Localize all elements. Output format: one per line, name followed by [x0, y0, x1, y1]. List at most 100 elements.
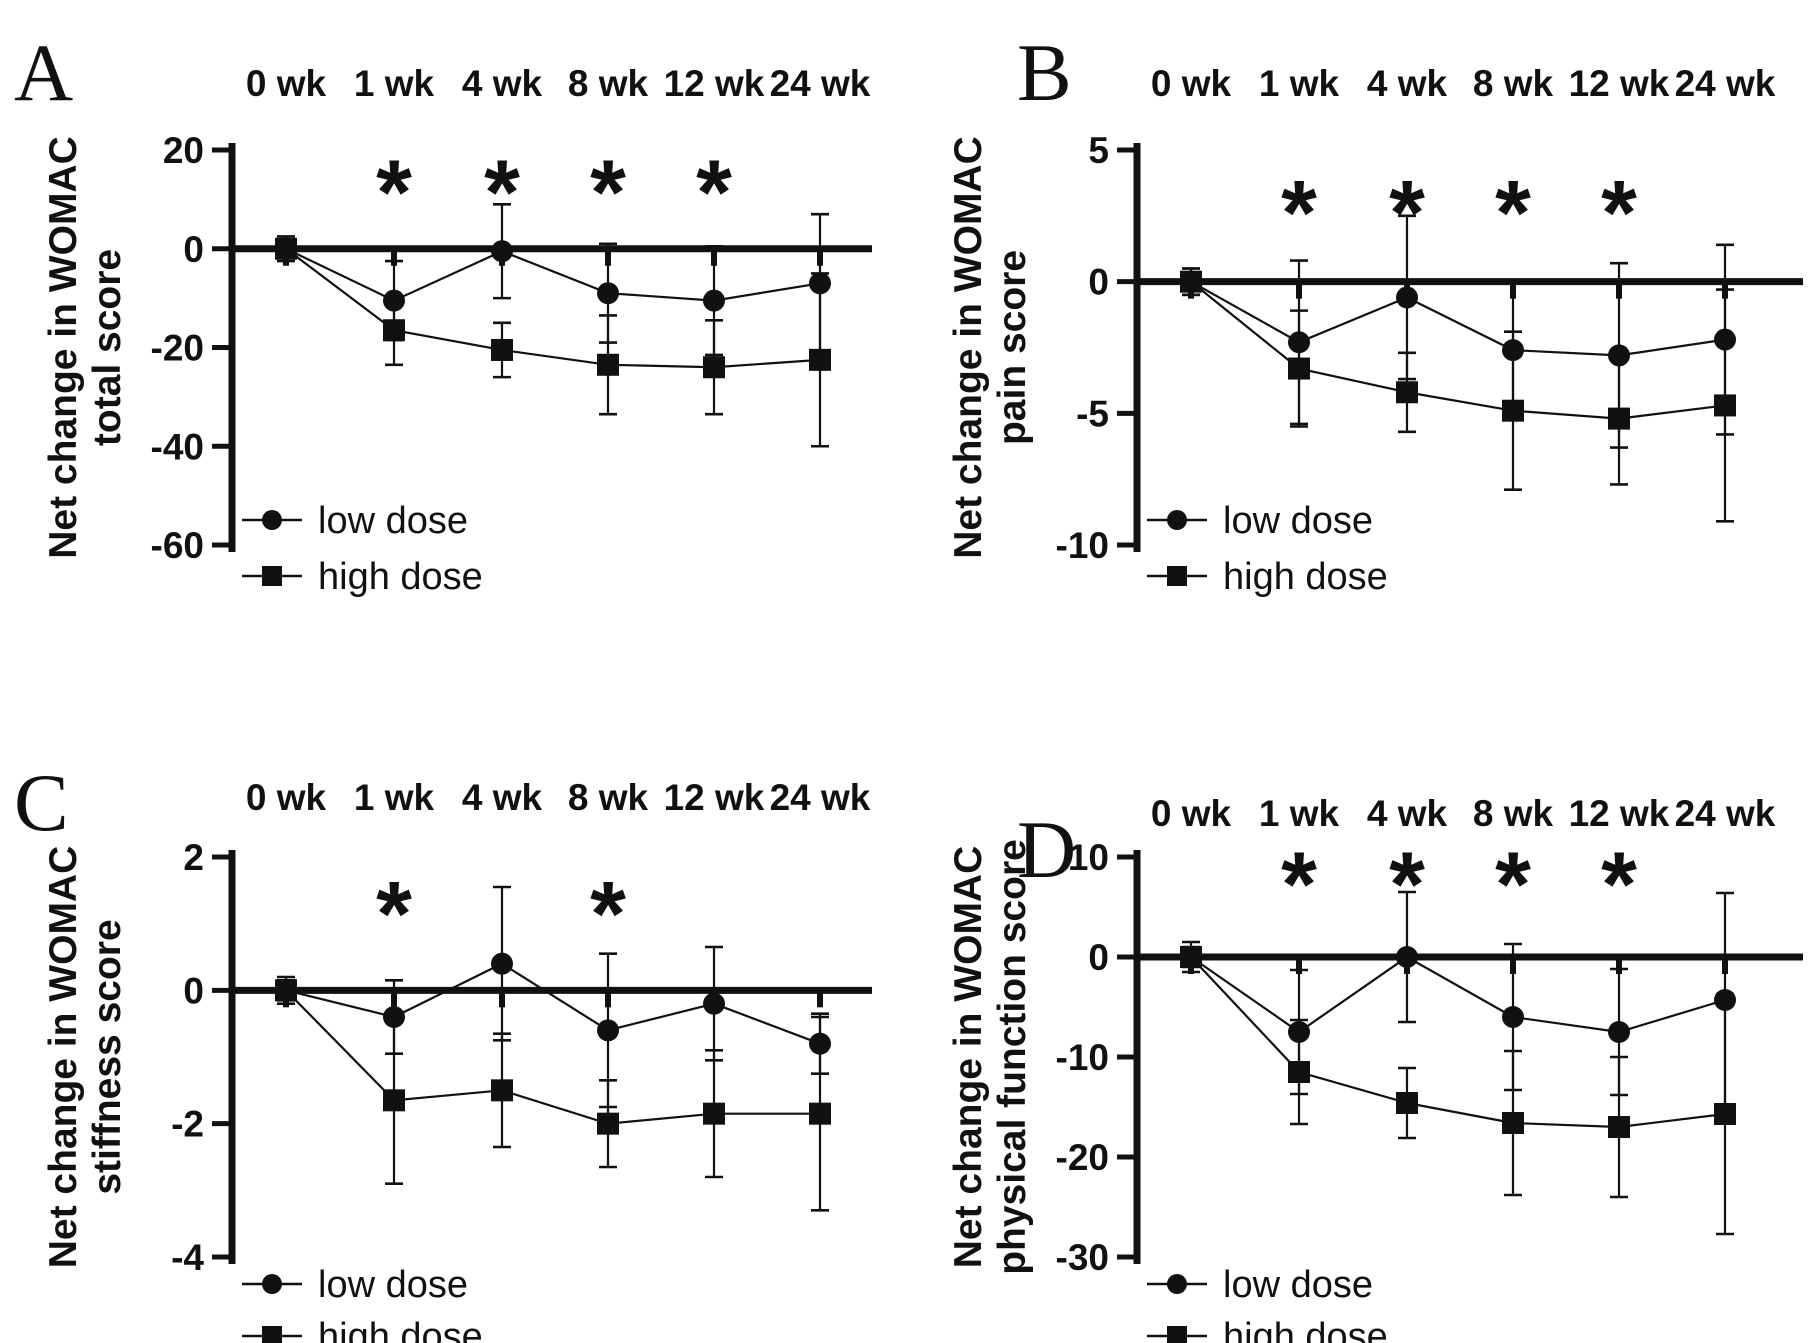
y-tick-label: -40 — [151, 426, 204, 467]
legend-label: high dose — [1223, 1316, 1388, 1343]
y-axis-title-line: total score — [86, 249, 129, 446]
week-label: 0 wk — [246, 63, 327, 104]
series-low-dose — [1180, 214, 1736, 449]
y-tick-label: 10 — [1068, 837, 1109, 878]
panel-C-stiffness-chart: C 0 wk 1 wk 4 wk 8 wk 12 wk 24 wk 2 0 -2 -4 Net cha… — [0, 672, 905, 1343]
y-tick-label: -20 — [1056, 1137, 1109, 1178]
week-label: 1 wk — [354, 777, 435, 818]
legend-item-low-dose: low dose — [1147, 500, 1373, 542]
y-axis-title: Net change in WOMAC total score — [42, 136, 129, 559]
y-tick-label: -5 — [1076, 393, 1109, 434]
legend-circle-marker — [1167, 1274, 1187, 1294]
square-marker — [1396, 1092, 1418, 1114]
week-label: 1 wk — [1259, 63, 1340, 104]
square-marker — [1608, 407, 1630, 430]
series-line — [1190, 956, 1726, 1129]
panel-letter: D — [1017, 804, 1076, 895]
circle-marker — [491, 952, 513, 975]
legend-item-high-dose: high dose — [1147, 1316, 1388, 1343]
circle-marker — [703, 992, 725, 1015]
circle-marker — [1502, 1006, 1524, 1028]
legend-item-high-dose: high dose — [1147, 556, 1388, 598]
legend-label: high dose — [318, 556, 483, 598]
legend: low dose high dose — [242, 500, 483, 598]
week-label-row: 0 wk 1 wk 4 wk 8 wk 12 wk 24 wk — [246, 63, 871, 104]
significance-asterisk: * — [376, 864, 412, 966]
week-label: 8 wk — [568, 777, 649, 818]
panel-letter: C — [14, 757, 69, 848]
y-tick-label: 2 — [183, 837, 204, 878]
significance-asterisk: * — [1389, 834, 1425, 936]
legend-circle-marker — [262, 1274, 282, 1294]
legend: low dose high dose — [242, 1264, 483, 1343]
legend-square-marker — [1167, 1326, 1187, 1343]
panel-B-pain-score-chart: B 0 wk 1 wk 4 wk 8 wk 12 wk 24 wk 5 0 -5 -10 Net ch… — [905, 0, 1811, 672]
square-marker — [275, 979, 297, 1002]
circle-marker — [703, 289, 725, 312]
y-tick-label: -2 — [171, 1104, 204, 1145]
y-tick-label: 5 — [1088, 130, 1109, 171]
series-high-dose — [1180, 945, 1736, 1236]
circle-marker — [597, 282, 619, 305]
y-tick-label: 0 — [1088, 262, 1109, 303]
significance-asterisk: * — [590, 142, 626, 244]
week-label: 8 wk — [1473, 63, 1554, 104]
legend-item-high-dose: high dose — [242, 1316, 483, 1343]
series-low-dose — [275, 203, 831, 357]
legend-item-low-dose: low dose — [1147, 1264, 1373, 1306]
week-label: 24 wk — [1675, 63, 1776, 104]
square-marker — [1180, 270, 1202, 293]
significance-asterisk: * — [1495, 834, 1531, 936]
legend-square-marker — [262, 566, 282, 586]
week-label: 12 wk — [1569, 63, 1670, 104]
panel-A-svg: A 0 wk 1 wk 4 wk 8 wk 12 wk 24 wk 20 0 -20 -40 -60 N… — [14, 27, 872, 598]
square-marker — [1714, 1103, 1736, 1125]
y-axis: 10 0 -10 -20 -30 — [1056, 837, 1141, 1278]
panel-D-svg: D 0 wk 1 wk 4 wk 8 wk 12 wk 24 wk 10 0 -10 -20 -30 N… — [947, 793, 1803, 1343]
legend-label: low dose — [1223, 1264, 1373, 1306]
legend-square-marker — [262, 1326, 282, 1343]
week-label: 24 wk — [770, 63, 871, 104]
week-label-row: 0 wk 1 wk 4 wk 8 wk 12 wk 24 wk — [246, 777, 871, 818]
square-marker — [383, 1089, 405, 1112]
y-tick-label: -30 — [1056, 1237, 1109, 1278]
series-line — [285, 962, 821, 1045]
panel-letter: A — [14, 27, 73, 118]
x-axis — [232, 986, 872, 1008]
y-tick-label: 20 — [163, 130, 204, 171]
legend-circle-marker — [1167, 510, 1187, 530]
legend-label: low dose — [1223, 500, 1373, 542]
significance-marks: * * * * — [1281, 163, 1637, 265]
series-low-dose — [1180, 890, 1736, 1109]
y-axis-title-line: physical function score — [991, 839, 1034, 1275]
significance-asterisk: * — [1601, 834, 1637, 936]
y-axis-title-line: stiffness score — [86, 919, 129, 1194]
square-marker — [1608, 1116, 1630, 1138]
square-marker — [383, 319, 405, 342]
square-marker — [1288, 1061, 1310, 1083]
series-line — [285, 247, 821, 302]
significance-marks: * * * * — [1281, 834, 1637, 936]
y-tick-label: 0 — [183, 970, 204, 1011]
legend-item-low-dose: low dose — [242, 500, 468, 542]
square-marker — [809, 1102, 831, 1125]
square-marker — [1396, 381, 1418, 404]
y-tick-label: 0 — [183, 229, 204, 270]
week-label: 4 wk — [462, 777, 543, 818]
square-marker — [1180, 946, 1202, 968]
legend-label: high dose — [1223, 556, 1388, 598]
legend-item-low-dose: low dose — [242, 1264, 468, 1306]
significance-marks: * * * * — [376, 142, 732, 244]
y-axis: 5 0 -5 -10 — [1056, 130, 1141, 566]
week-label: 24 wk — [1675, 793, 1776, 834]
week-label: 8 wk — [568, 63, 649, 104]
significance-asterisk: * — [1601, 163, 1637, 265]
x-axis — [232, 245, 872, 266]
significance-asterisk: * — [1281, 163, 1317, 265]
week-label: 1 wk — [1259, 793, 1340, 834]
week-label-row: 0 wk 1 wk 4 wk 8 wk 12 wk 24 wk — [1151, 63, 1776, 104]
y-axis-title: Net change in WOMAC physical function sco… — [947, 839, 1034, 1275]
square-marker — [703, 356, 725, 379]
legend: low dose high dose — [1147, 1264, 1388, 1343]
